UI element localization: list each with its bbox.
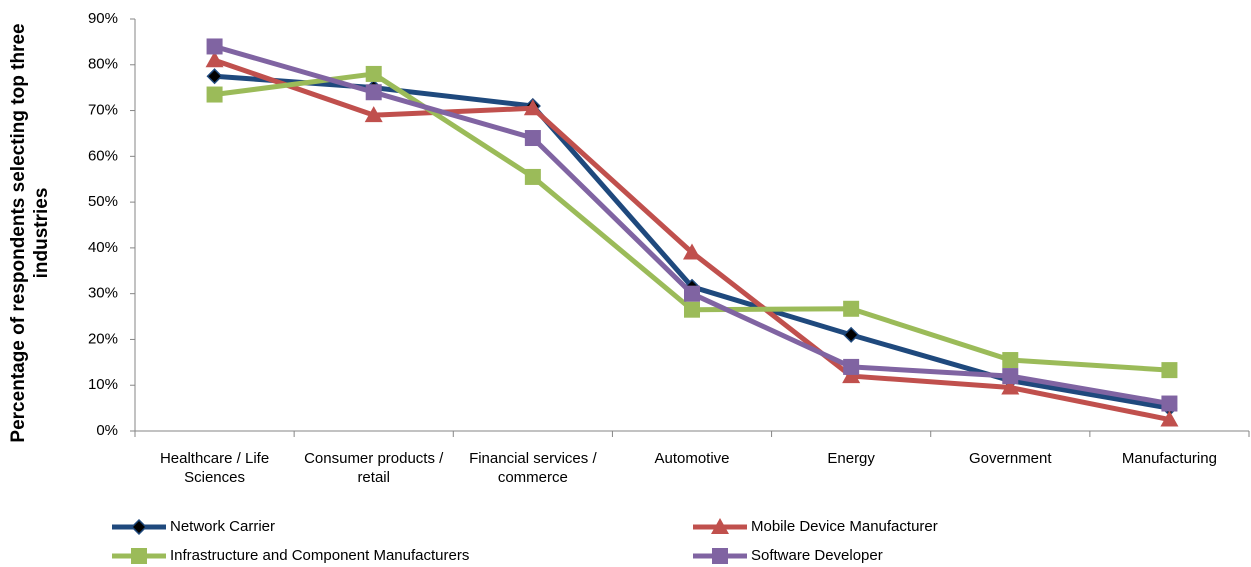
data-point (364, 106, 383, 123)
y-tick-label: 10% (88, 376, 118, 393)
legend-label: Mobile Device Manufacturer (751, 518, 938, 535)
legend-marker (130, 518, 148, 536)
legend-marker (131, 548, 147, 564)
data-point (1001, 378, 1020, 395)
y-tick-label: 90% (88, 10, 118, 27)
x-tick-label: Financial services / commerce (469, 450, 597, 486)
data-point (843, 358, 860, 375)
data-point (205, 51, 224, 68)
y-tick-label: 0% (96, 422, 118, 439)
y-tick-label: 60% (88, 147, 118, 164)
x-tick-label: Automotive (654, 450, 730, 467)
x-tick-label: Consumer products / retail (304, 450, 444, 486)
legend-label: Software Developer (751, 547, 883, 564)
data-point (523, 99, 542, 116)
legend-label: Infrastructure and Component Manufacture… (170, 547, 469, 564)
x-tick-label: Healthcare / Life Sciences (159, 450, 270, 486)
y-tick-label: 50% (88, 193, 118, 210)
data-point (524, 168, 541, 185)
data-point (683, 243, 701, 260)
y-tick-label: 20% (88, 330, 118, 347)
series-line (214, 71, 1170, 373)
data-point (206, 68, 223, 85)
data-point (684, 301, 700, 318)
data-point (1002, 352, 1019, 369)
data-point (365, 65, 382, 82)
series-line (213, 44, 1170, 406)
data-point (1161, 395, 1178, 412)
data-point (842, 367, 861, 384)
y-axis-title: Percentage of respondents selecting top … (8, 23, 52, 443)
data-point (206, 86, 223, 103)
y-tick-label: 40% (88, 239, 118, 256)
y-tick-label: 30% (88, 285, 118, 302)
data-point (1160, 410, 1179, 427)
data-point (206, 38, 223, 55)
series-line (214, 73, 1170, 411)
x-tick-label: Energy (827, 450, 875, 467)
data-point (1161, 362, 1178, 379)
data-point (1002, 368, 1019, 385)
x-tick-label: Manufacturing (1121, 450, 1217, 467)
x-tick-label: Government (969, 450, 1052, 467)
legend-marker (711, 518, 729, 534)
legend-label: Network Carrier (170, 518, 275, 535)
data-point (365, 84, 382, 101)
data-point (524, 130, 541, 147)
series-line (213, 57, 1170, 423)
data-point (843, 300, 860, 317)
data-point (684, 285, 700, 302)
data-point (843, 326, 860, 343)
y-tick-label: 70% (88, 102, 118, 119)
y-tick-label: 80% (88, 56, 118, 73)
legend-marker (712, 548, 728, 564)
